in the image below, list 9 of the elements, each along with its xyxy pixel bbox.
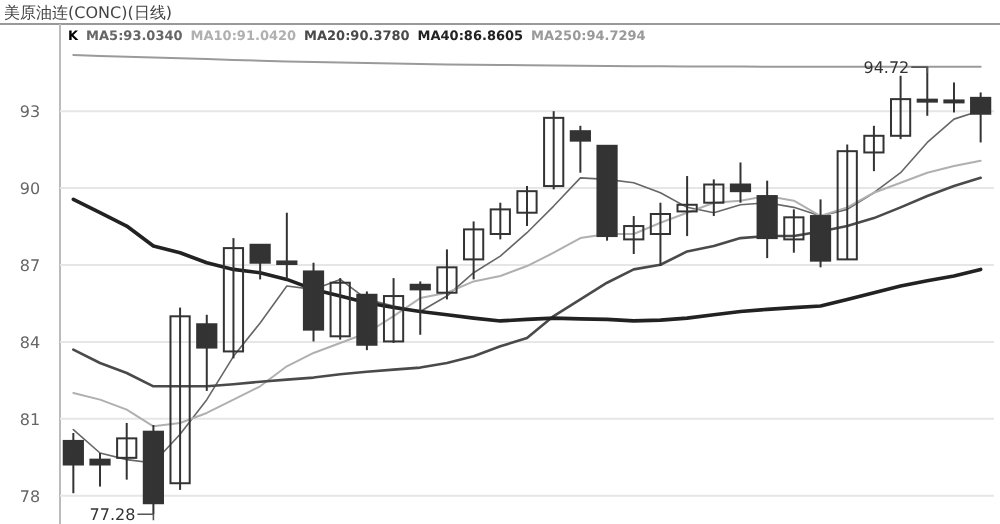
- y-tick-label: 84: [19, 333, 41, 352]
- annotation: 94.72: [863, 59, 910, 78]
- annotation: 77.28: [89, 506, 136, 524]
- y-tick-label: 90: [19, 180, 41, 199]
- y-tick-label: 81: [19, 410, 41, 429]
- y-tick-label: 78: [19, 487, 41, 506]
- y-tick-label: 93: [19, 103, 41, 122]
- y-tick-label: 87: [19, 257, 41, 276]
- chart-title: 美原油连(CONC)(日线): [4, 4, 172, 22]
